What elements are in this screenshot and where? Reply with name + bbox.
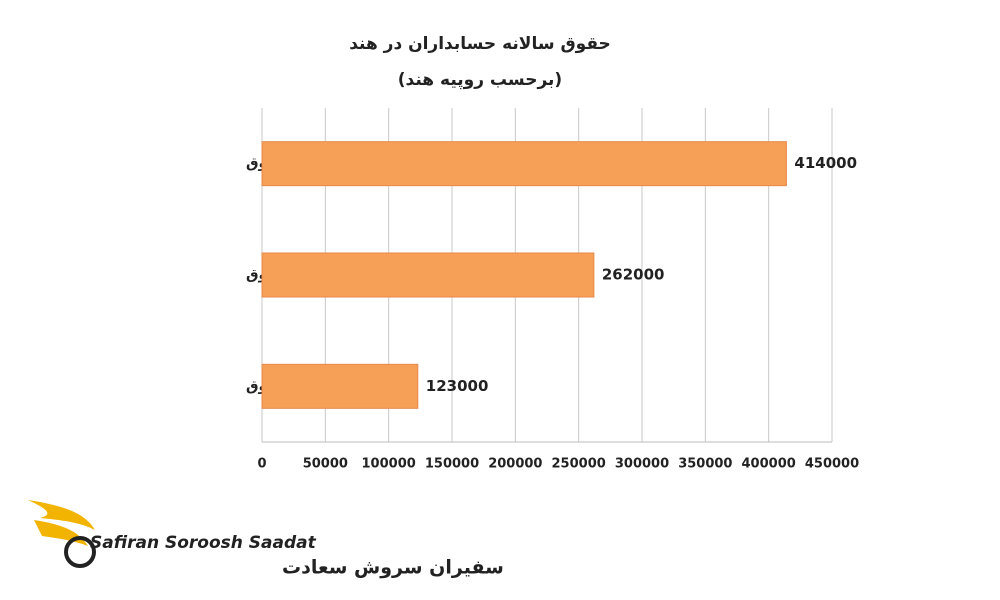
- x-tick-label: 150000: [425, 457, 479, 472]
- x-tick-label: 100000: [362, 457, 416, 472]
- x-tick-label: 0: [257, 457, 266, 472]
- logo-swirl: [64, 536, 96, 568]
- value-label: 414000: [794, 154, 857, 172]
- bar: [261, 363, 419, 409]
- x-tick-label: 200000: [488, 457, 542, 472]
- chart-title: حقوق سالانه حسابداران در هند: [349, 34, 611, 54]
- bar: [261, 141, 787, 187]
- logo-wing: [28, 500, 95, 530]
- brand-name-fa: سفیران سروش سعادت: [282, 557, 504, 579]
- value-label: 262000: [602, 266, 665, 284]
- brand-name-en: Safiran Soroosh Saadat: [90, 533, 317, 553]
- x-tick-label: 400000: [742, 457, 796, 472]
- x-tick-label: 50000: [303, 457, 348, 472]
- bar: [261, 252, 595, 298]
- x-tick-label: 450000: [805, 457, 859, 472]
- x-tick-label: 250000: [552, 457, 606, 472]
- x-tick-label: 300000: [615, 457, 669, 472]
- chart-subtitle: (برحسب روپیه هند): [398, 70, 562, 90]
- logo: Safiran Soroosh Saadat سفیران سروش سعادت: [28, 500, 504, 579]
- x-tick-label: 350000: [678, 457, 732, 472]
- value-label: 123000: [426, 377, 489, 395]
